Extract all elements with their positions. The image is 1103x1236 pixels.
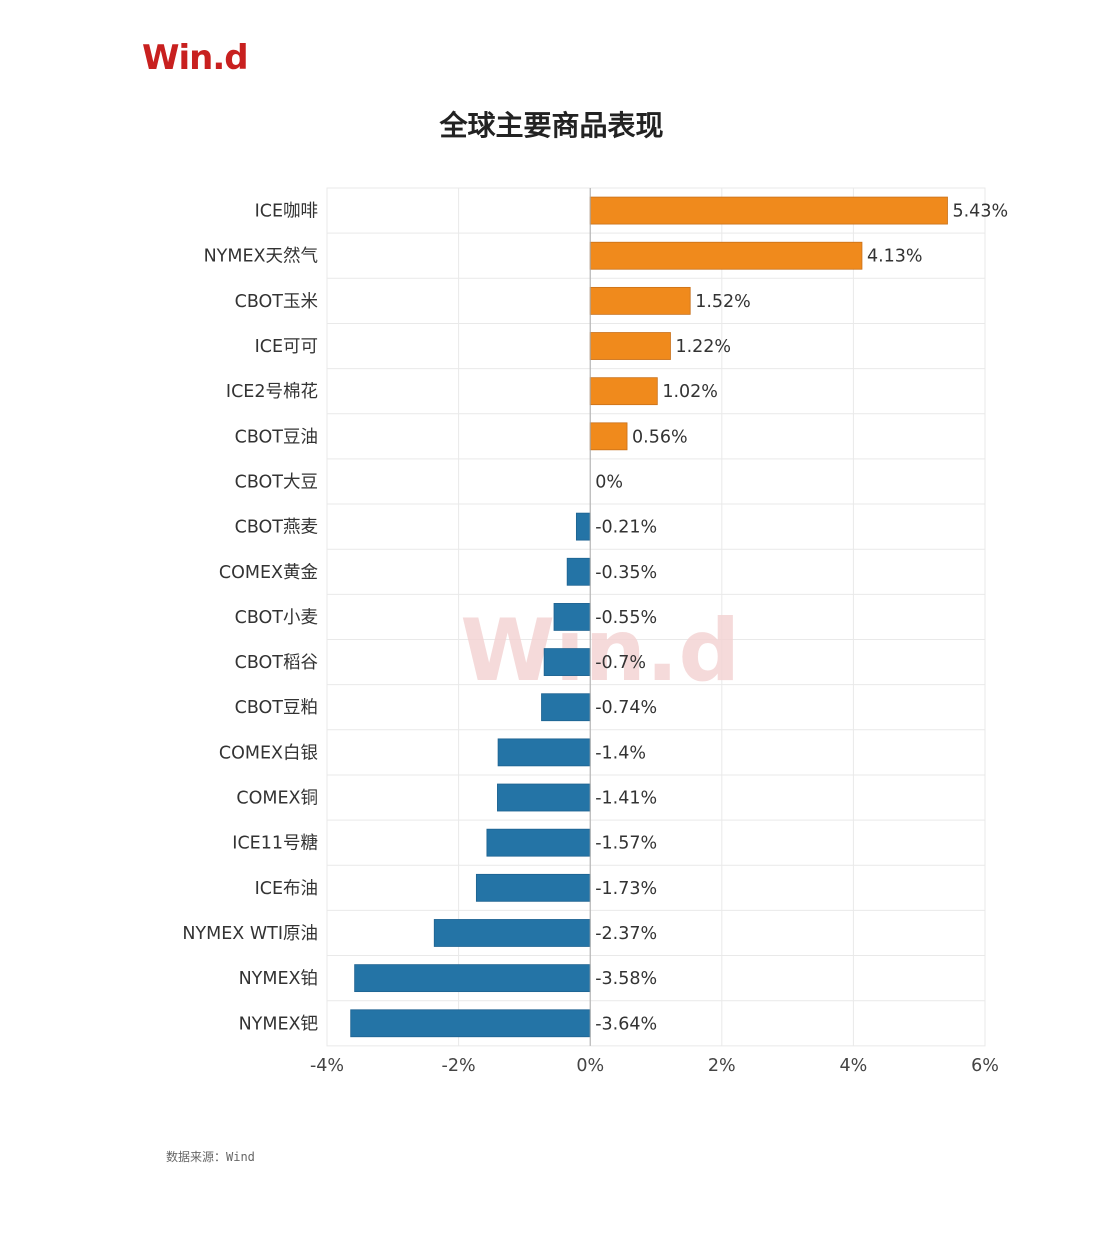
bar (589, 422, 628, 451)
bar (589, 332, 671, 360)
data-label: -1.73% (595, 879, 657, 899)
data-label: -0.7% (595, 653, 646, 673)
x-tick-label: 0% (576, 1056, 604, 1076)
bar (589, 241, 863, 270)
bar (475, 873, 591, 902)
category-label: CBOT玉米 (235, 292, 318, 312)
bar (543, 648, 591, 676)
category-label: ICE可可 (255, 337, 318, 357)
data-label: -3.64% (595, 1014, 657, 1034)
chart-title: 全球主要商品表现 (439, 109, 664, 142)
x-tick-label: 2% (708, 1056, 736, 1076)
category-label: ICE咖啡 (255, 202, 318, 222)
category-label: COMEX黄金 (219, 563, 318, 583)
data-label: 1.02% (662, 382, 718, 402)
bar (350, 1009, 591, 1038)
category-label: CBOT稻谷 (235, 653, 318, 673)
data-label: 5.43% (952, 202, 1008, 222)
bar (589, 196, 948, 225)
data-label: -3.58% (595, 969, 657, 989)
data-label: -1.57% (595, 834, 657, 854)
category-label: NYMEX WTI原油 (182, 924, 318, 944)
x-tick-label: 6% (971, 1056, 999, 1076)
data-label: -2.37% (595, 924, 657, 944)
bar (553, 603, 591, 631)
data-label: 0.56% (632, 427, 688, 447)
category-label: CBOT小麦 (235, 608, 318, 628)
category-label: CBOT燕麦 (235, 518, 318, 538)
category-label: CBOT豆油 (235, 427, 318, 447)
category-label: ICE2号棉花 (226, 382, 318, 402)
data-label: 4.13% (867, 247, 923, 267)
bar (575, 512, 591, 541)
data-label: -0.21% (595, 518, 657, 538)
data-label: 0% (595, 472, 623, 492)
category-label: CBOT豆粕 (235, 698, 318, 718)
category-label: ICE布油 (255, 879, 318, 899)
category-label: NYMEX天然气 (204, 247, 318, 267)
bar (486, 828, 591, 857)
data-label: -0.74% (595, 698, 657, 718)
x-tick-label: -4% (310, 1056, 344, 1076)
bar (433, 919, 591, 947)
category-label: NYMEX铂 (239, 969, 318, 989)
bar (497, 738, 591, 767)
data-label: -0.35% (595, 563, 657, 583)
bar (589, 377, 658, 406)
category-label: CBOT大豆 (235, 472, 318, 492)
category-label: COMEX白银 (219, 743, 318, 763)
x-tick-label: -2% (442, 1056, 476, 1076)
category-label: COMEX铜 (236, 789, 318, 809)
category-label: ICE11号糖 (232, 834, 318, 854)
data-label: 1.52% (695, 292, 751, 312)
bar (566, 557, 591, 586)
wind-logo: Win.d (142, 38, 249, 78)
source-note: 数据来源：Wind (166, 1150, 255, 1164)
category-label: NYMEX钯 (239, 1014, 319, 1034)
data-label: -1.4% (595, 743, 646, 763)
bar (589, 286, 691, 315)
bar (497, 783, 591, 812)
data-label: 1.22% (675, 337, 731, 357)
data-label: -1.41% (595, 789, 657, 809)
data-label: -0.55% (595, 608, 657, 628)
watermark-logo: Win.d (460, 601, 740, 701)
x-tick-label: 4% (840, 1056, 868, 1076)
bar (354, 964, 591, 993)
bar (541, 693, 591, 722)
